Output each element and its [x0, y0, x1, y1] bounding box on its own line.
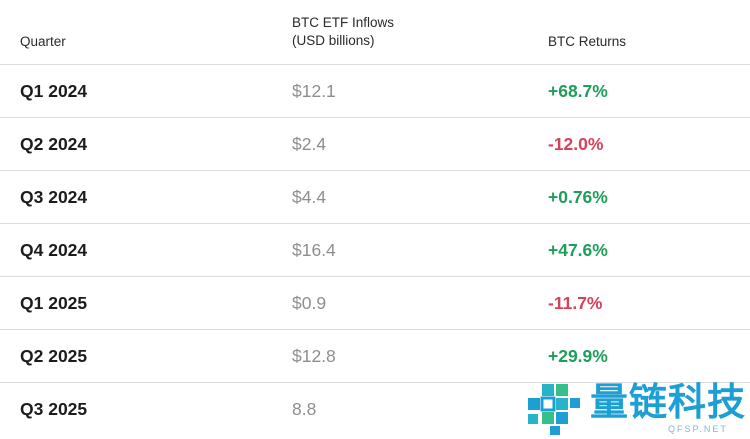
- header-inflows-line1: BTC ETF Inflows: [292, 15, 395, 30]
- table-row: Q4 2024 $16.4 +47.6%: [0, 224, 750, 277]
- table-row: Q3 2025 8.8: [0, 383, 750, 435]
- inflow-cell: $4.4: [292, 187, 327, 207]
- inflow-cell: $16.4: [292, 240, 336, 260]
- watermark: 量链科技 QFSP.NET: [528, 378, 750, 439]
- quarter-cell: Q3 2025: [20, 399, 88, 419]
- return-cell: +0.76%: [548, 187, 608, 207]
- return-cell: -12.0%: [548, 134, 604, 154]
- table-row: Q3 2024 $4.4 +0.76%: [0, 171, 750, 224]
- inflow-cell: $0.9: [292, 293, 327, 313]
- return-cell: -11.7%: [548, 293, 603, 313]
- table-row: Q1 2025 $0.9 -11.7%: [0, 277, 750, 330]
- quarter-cell: Q3 2024: [20, 187, 88, 207]
- header-returns: BTC Returns: [548, 34, 627, 49]
- return-cell: +47.6%: [548, 240, 608, 260]
- table-row: Q2 2024 $2.4 -12.0%: [0, 118, 750, 171]
- return-cell: +68.7%: [548, 81, 608, 101]
- inflow-cell: $12.8: [292, 346, 336, 366]
- watermark-subtext: QFSP.NET: [668, 424, 728, 434]
- inflow-cell: $12.1: [292, 81, 336, 101]
- header-inflows-line2: (USD billions): [292, 33, 375, 48]
- header-quarter: Quarter: [20, 34, 66, 49]
- header-inflows: BTC ETF Inflows (USD billions): [292, 14, 394, 50]
- quarter-cell: Q1 2025: [20, 293, 88, 313]
- table-row: Q2 2025 $12.8 +29.9%: [0, 330, 750, 383]
- table-row: Q1 2024 $12.1 +68.7%: [0, 65, 750, 118]
- inflow-cell: 8.8: [292, 399, 317, 419]
- pixel-logo-icon: [528, 384, 580, 435]
- return-cell: +29.9%: [548, 346, 608, 366]
- inflow-cell: $2.4: [292, 134, 327, 154]
- quarter-cell: Q4 2024: [20, 240, 88, 260]
- quarter-cell: Q2 2024: [20, 134, 88, 154]
- quarter-cell: Q1 2024: [20, 81, 88, 101]
- table-header: Quarter BTC ETF Inflows (USD billions) B…: [0, 0, 750, 65]
- quarter-cell: Q2 2025: [20, 346, 88, 366]
- watermark-text: 量链科技: [590, 380, 747, 424]
